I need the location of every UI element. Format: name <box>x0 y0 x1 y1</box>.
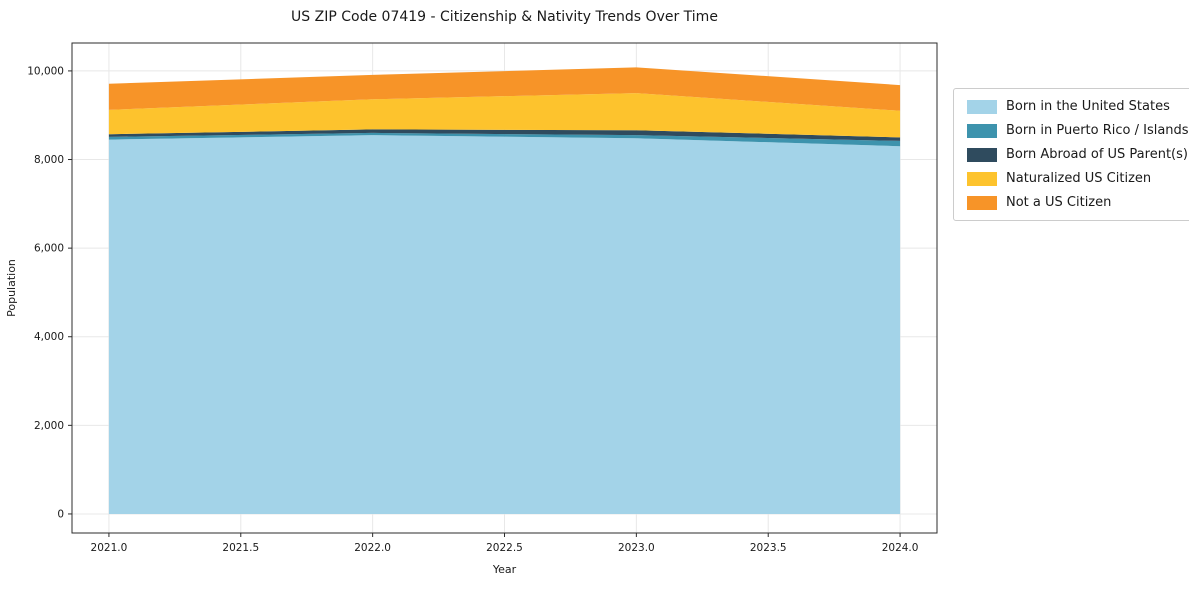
legend-swatch <box>967 147 997 162</box>
y-tick-label: 4,000 <box>34 331 64 343</box>
x-tick-label: 2023.0 <box>618 542 655 554</box>
legend-item: Born in the United States <box>967 99 1189 114</box>
stacked-area-series-3 <box>108 93 901 138</box>
legend-item: Born Abroad of US Parent(s) <box>967 147 1189 162</box>
stacked-area-series-1 <box>108 132 901 147</box>
stacked-area-series-0 <box>108 135 901 514</box>
legend-swatch <box>967 99 997 114</box>
legend-label: Born in Puerto Rico / Islands <box>1006 123 1189 138</box>
y-tick-label: 10,000 <box>27 65 64 77</box>
chart-title: US ZIP Code 07419 - Citizenship & Nativi… <box>291 9 718 25</box>
legend-item: Not a US Citizen <box>967 195 1189 210</box>
legend-swatch <box>967 123 997 138</box>
x-tick-label: 2021.5 <box>222 542 259 554</box>
legend-label: Naturalized US Citizen <box>1006 171 1152 186</box>
x-tick-label: 2022.5 <box>486 542 523 554</box>
legend-swatch <box>967 195 997 210</box>
legend-label: Born in the United States <box>1006 99 1170 114</box>
y-axis-label: Population <box>5 259 18 317</box>
x-tick-label: 2022.0 <box>354 542 391 554</box>
legend-item: Born in Puerto Rico / Islands <box>967 123 1189 138</box>
x-axis-label: Year <box>492 563 517 576</box>
y-tick-label: 2,000 <box>34 420 64 432</box>
legend: Born in the United States Born in Puerto … <box>953 88 1189 221</box>
stacked-area-series-4 <box>108 67 901 111</box>
x-tick-label: 2023.5 <box>750 542 787 554</box>
x-tick-label: 2024.0 <box>882 542 919 554</box>
y-tick-label: 8,000 <box>34 154 64 166</box>
stacked-area-series-2 <box>108 129 901 141</box>
x-tick-label: 2021.0 <box>91 542 128 554</box>
y-tick-label: 0 <box>57 508 64 520</box>
legend-label: Born Abroad of US Parent(s) <box>1006 147 1188 162</box>
y-tick-label: 6,000 <box>34 243 64 255</box>
legend-swatch <box>967 171 997 186</box>
legend-label: Not a US Citizen <box>1006 195 1112 210</box>
legend-item: Naturalized US Citizen <box>967 171 1189 186</box>
